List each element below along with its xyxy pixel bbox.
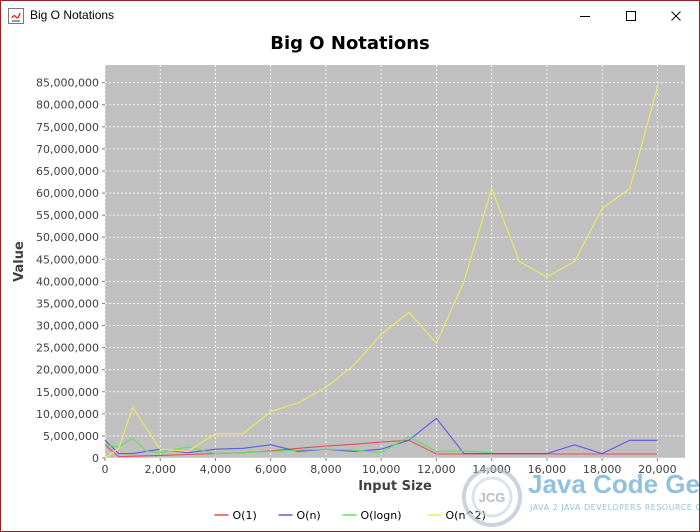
y-tick-label: 0 <box>92 452 99 465</box>
window-title: Big O Notations <box>30 8 115 22</box>
series-line-O(n) <box>104 417 658 455</box>
watermark-subtitle: JAVA 2 JAVA DEVELOPERS RESOURCE CENTER <box>530 503 699 512</box>
y-tick-label: 20,000,000 <box>36 364 99 377</box>
y-tick-label: 40,000,000 <box>36 275 99 288</box>
y-tick-label: 80,000,000 <box>36 99 99 112</box>
y-tick-label: 85,000,000 <box>36 77 99 90</box>
y-tick-label: 5,000,000 <box>43 430 99 443</box>
series-line-O(n^2) <box>104 86 658 459</box>
x-tick-label: 18,000 <box>583 463 622 476</box>
series-line-O(1) <box>104 439 658 458</box>
y-tick-label: 15,000,000 <box>36 386 99 399</box>
minimize-icon <box>580 16 590 17</box>
maximize-icon <box>626 11 636 21</box>
watermark-name: Java Code Geeks <box>528 469 700 499</box>
x-axis-title: Input Size <box>358 479 432 494</box>
y-tick-label: 60,000,000 <box>36 187 99 200</box>
svg-text:JCG: JCG <box>479 490 506 505</box>
x-tick-label: 2,000 <box>144 463 176 476</box>
line-chart: 0 2,000 4,000 6,000 8,000 10,000 12,000 14,000 1… <box>12 65 685 522</box>
y-tick-label: 55,000,000 <box>36 209 99 222</box>
y-axis-title: Value <box>12 241 27 282</box>
x-tick-label: 20,000 <box>638 463 677 476</box>
x-tick-label: 0 <box>102 463 109 476</box>
x-tick-label: 6,000 <box>255 463 287 476</box>
java-app-icon <box>8 8 24 24</box>
y-tick-label: 25,000,000 <box>36 342 99 355</box>
close-icon <box>671 11 681 21</box>
y-tick-label: 65,000,000 <box>36 165 99 178</box>
y-tick-label: 50,000,000 <box>36 231 99 244</box>
x-tick-label: 12,000 <box>417 463 456 476</box>
y-tick-label: 30,000,000 <box>36 320 99 333</box>
legend-label-O(1): O(1) <box>233 509 257 522</box>
y-tick-label: 75,000,000 <box>36 121 99 134</box>
chart-panel: Big O Notations 0 2,000 4,000 6,000 8,000 10,… <box>1 31 699 531</box>
close-button[interactable] <box>653 1 699 31</box>
y-tick-label: 35,000,000 <box>36 297 99 310</box>
legend-label-O(logn): O(logn) <box>361 509 402 522</box>
series-line-O(logn) <box>104 436 492 455</box>
java-code-geeks-watermark: JCG Java Code Geeks JAVA 2 JAVA DEVELOPE… <box>458 463 700 531</box>
x-tick-label: 4,000 <box>200 463 232 476</box>
plot-background <box>105 65 685 458</box>
x-tick-label: 8,000 <box>310 463 342 476</box>
minimize-button[interactable] <box>562 1 608 31</box>
y-tick-label: 10,000,000 <box>36 408 99 421</box>
jcg-logo-icon: JCG <box>462 467 522 527</box>
maximize-button[interactable] <box>608 1 654 31</box>
x-tick-label: 16,000 <box>528 463 567 476</box>
x-tick-label: 10,000 <box>362 463 401 476</box>
chart-title: Big O Notations <box>270 33 430 54</box>
legend-label-O(n): O(n) <box>297 509 321 522</box>
y-tick-label: 45,000,000 <box>36 253 99 266</box>
title-bar[interactable]: Big O Notations <box>1 1 699 31</box>
y-tick-label: 70,000,000 <box>36 143 99 156</box>
